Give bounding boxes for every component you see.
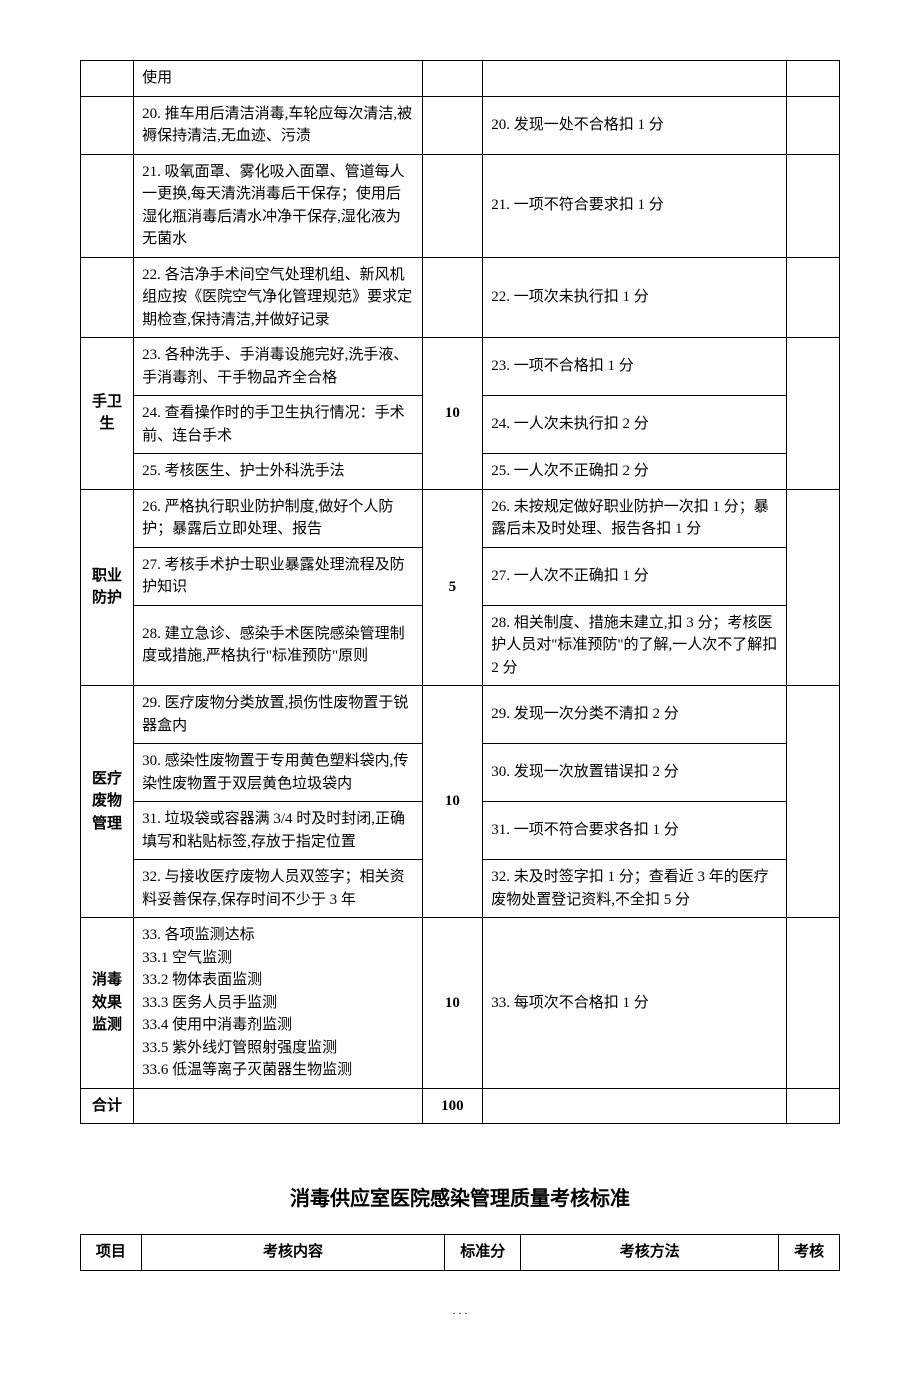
content-cell: 23. 各种洗手、手消毒设施完好,洗手液、手消毒剂、干手物品齐全合格 bbox=[134, 338, 422, 396]
last-cell bbox=[786, 154, 839, 257]
content-cell: 使用 bbox=[134, 61, 422, 97]
category-cell bbox=[81, 154, 134, 257]
table-row: 合计 100 bbox=[81, 1088, 840, 1124]
content-cell bbox=[134, 1088, 422, 1124]
category-cell: 职业防护 bbox=[81, 489, 134, 686]
last-cell bbox=[786, 61, 839, 97]
content-cell: 31. 垃圾袋或容器满 3/4 时及时封闭,正确填写和粘贴标签,存放于指定位置 bbox=[134, 802, 422, 860]
method-cell: 27. 一人次不正确扣 1 分 bbox=[483, 547, 787, 605]
category-cell: 医疗废物管理 bbox=[81, 686, 134, 918]
header-cell: 考核方法 bbox=[521, 1235, 779, 1271]
content-cell: 24. 查看操作时的手卫生执行情况：手术前、连台手术 bbox=[134, 396, 422, 454]
content-cell: 27. 考核手术护士职业暴露处理流程及防护知识 bbox=[134, 547, 422, 605]
table-row: 消毒效果监测33. 各项监测达标 33.1 空气监测 33.2 物体表面监测 3… bbox=[81, 918, 840, 1089]
last-cell bbox=[786, 489, 839, 686]
score-cell bbox=[422, 96, 483, 154]
last-cell bbox=[786, 257, 839, 338]
section-title: 消毒供应室医院感染管理质量考核标准 bbox=[80, 1184, 840, 1214]
score-cell: 10 bbox=[422, 686, 483, 918]
content-cell: 25. 考核医生、护士外科洗手法 bbox=[134, 454, 422, 490]
assessment-table-2-header: 项目考核内容标准分考核方法考核 bbox=[80, 1234, 840, 1271]
assessment-table-1: 使用20. 推车用后清洁消毒,车轮应每次清洁,被褥保持清洁,无血迹、污渍20. … bbox=[80, 60, 840, 1124]
header-cell: 项目 bbox=[81, 1235, 142, 1271]
page-marker: . . . bbox=[80, 1301, 840, 1319]
table-row: 职业防护26. 严格执行职业防护制度,做好个人防护；暴露后立即处理、报告526.… bbox=[81, 489, 840, 547]
method-cell bbox=[483, 61, 787, 97]
category-cell bbox=[81, 61, 134, 97]
score-cell: 10 bbox=[422, 338, 483, 490]
method-cell: 29. 发现一次分类不清扣 2 分 bbox=[483, 686, 787, 744]
last-cell bbox=[786, 686, 839, 918]
method-cell: 21. 一项不符合要求扣 1 分 bbox=[483, 154, 787, 257]
content-cell: 33. 各项监测达标 33.1 空气监测 33.2 物体表面监测 33.3 医务… bbox=[134, 918, 422, 1089]
header-cell: 考核内容 bbox=[141, 1235, 445, 1271]
score-cell bbox=[422, 61, 483, 97]
content-cell: 30. 感染性废物置于专用黄色塑料袋内,传染性废物置于双层黄色垃圾袋内 bbox=[134, 744, 422, 802]
table-row: 21. 吸氧面罩、雾化吸入面罩、管道每人一更换,每天清洗消毒后干保存；使用后湿化… bbox=[81, 154, 840, 257]
content-cell: 26. 严格执行职业防护制度,做好个人防护；暴露后立即处理、报告 bbox=[134, 489, 422, 547]
content-cell: 28. 建立急诊、感染手术医院感染管理制度或措施,严格执行"标准预防"原则 bbox=[134, 605, 422, 686]
table-row: 医疗废物管理29. 医疗废物分类放置,损伤性废物置于锐器盒内1029. 发现一次… bbox=[81, 686, 840, 744]
content-cell: 29. 医疗废物分类放置,损伤性废物置于锐器盒内 bbox=[134, 686, 422, 744]
category-cell: 消毒效果监测 bbox=[81, 918, 134, 1089]
method-cell: 20. 发现一处不合格扣 1 分 bbox=[483, 96, 787, 154]
table-row: 使用 bbox=[81, 61, 840, 97]
method-cell: 33. 每项次不合格扣 1 分 bbox=[483, 918, 787, 1089]
table-row: 20. 推车用后清洁消毒,车轮应每次清洁,被褥保持清洁,无血迹、污渍 20. 发现… bbox=[81, 96, 840, 154]
last-cell bbox=[786, 1088, 839, 1124]
last-cell bbox=[786, 338, 839, 490]
score-cell bbox=[422, 154, 483, 257]
header-cell: 标准分 bbox=[445, 1235, 521, 1271]
method-cell: 30. 发现一次放置错误扣 2 分 bbox=[483, 744, 787, 802]
last-cell bbox=[786, 918, 839, 1089]
method-cell: 26. 未按规定做好职业防护一次扣 1 分；暴露后未及时处理、报告各扣 1 分 bbox=[483, 489, 787, 547]
last-cell bbox=[786, 96, 839, 154]
method-cell: 25. 一人次不正确扣 2 分 bbox=[483, 454, 787, 490]
category-cell bbox=[81, 96, 134, 154]
method-cell: 22. 一项次未执行扣 1 分 bbox=[483, 257, 787, 338]
method-cell bbox=[483, 1088, 787, 1124]
score-cell: 10 bbox=[422, 918, 483, 1089]
category-cell: 手卫生 bbox=[81, 338, 134, 490]
table-row: 22. 各洁净手术间空气处理机组、新风机组应按《医院空气净化管理规范》要求定期检… bbox=[81, 257, 840, 338]
score-cell: 100 bbox=[422, 1088, 483, 1124]
content-cell: 20. 推车用后清洁消毒,车轮应每次清洁,被褥保持清洁,无血迹、污渍 bbox=[134, 96, 422, 154]
score-cell bbox=[422, 257, 483, 338]
method-cell: 24. 一人次未执行扣 2 分 bbox=[483, 396, 787, 454]
category-cell: 合计 bbox=[81, 1088, 134, 1124]
category-cell bbox=[81, 257, 134, 338]
table-row: 手卫生23. 各种洗手、手消毒设施完好,洗手液、手消毒剂、干手物品齐全合格102… bbox=[81, 338, 840, 396]
score-cell: 5 bbox=[422, 489, 483, 686]
content-cell: 22. 各洁净手术间空气处理机组、新风机组应按《医院空气净化管理规范》要求定期检… bbox=[134, 257, 422, 338]
method-cell: 23. 一项不合格扣 1 分 bbox=[483, 338, 787, 396]
content-cell: 21. 吸氧面罩、雾化吸入面罩、管道每人一更换,每天清洗消毒后干保存；使用后湿化… bbox=[134, 154, 422, 257]
method-cell: 31. 一项不符合要求各扣 1 分 bbox=[483, 802, 787, 860]
header-cell: 考核 bbox=[779, 1235, 840, 1271]
content-cell: 32. 与接收医疗废物人员双签字；相关资料妥善保存,保存时间不少于 3 年 bbox=[134, 860, 422, 918]
method-cell: 32. 未及时签字扣 1 分；查看近 3 年的医疗废物处置登记资料,不全扣 5 … bbox=[483, 860, 787, 918]
method-cell: 28. 相关制度、措施未建立,扣 3 分；考核医护人员对"标准预防"的了解,一人… bbox=[483, 605, 787, 686]
